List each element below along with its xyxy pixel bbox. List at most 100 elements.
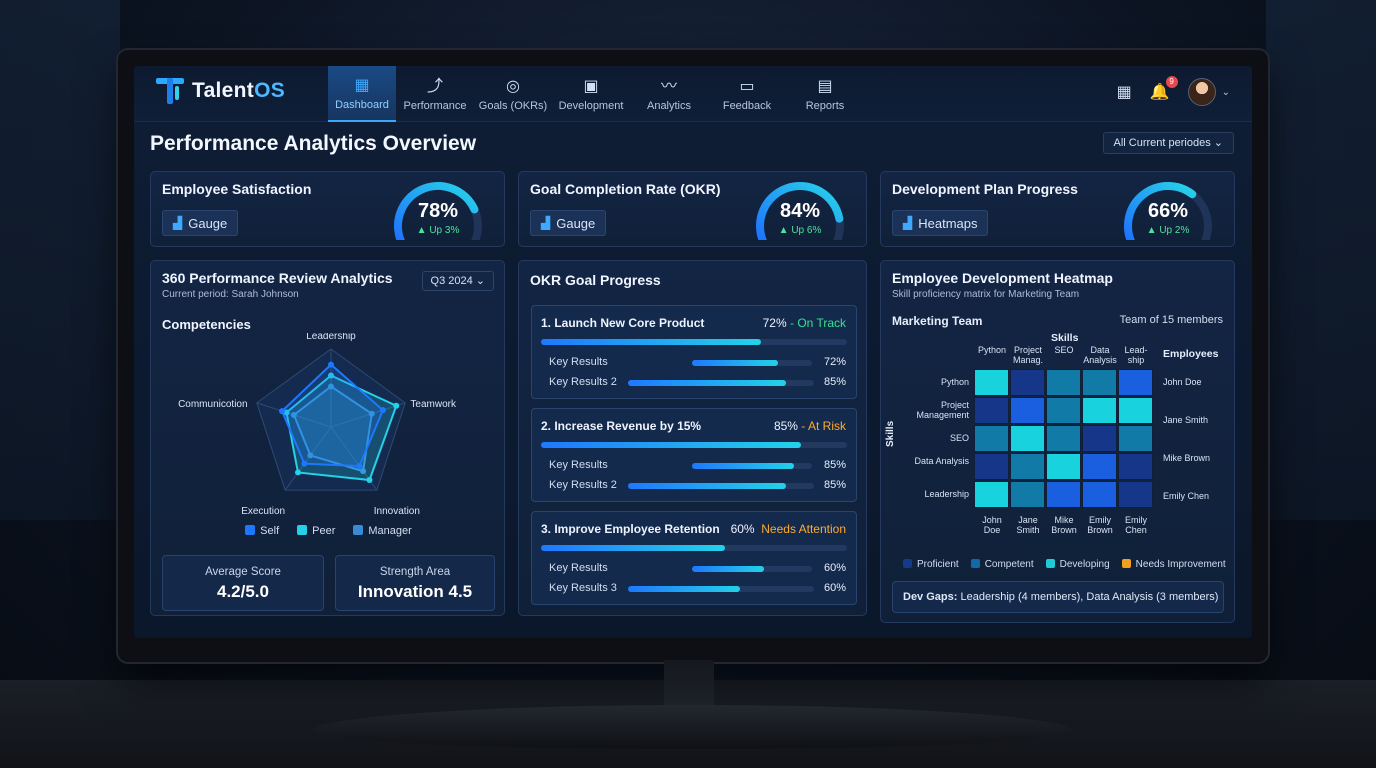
heatmap-cell[interactable] xyxy=(1010,481,1045,508)
heatmap-cell[interactable] xyxy=(974,453,1009,480)
chevron-down-icon[interactable]: ⌄ xyxy=(1221,86,1230,98)
heatmap-cell[interactable] xyxy=(1118,481,1153,508)
legend-label: Peer xyxy=(312,525,336,537)
heatmap-cell[interactable] xyxy=(1118,453,1153,480)
okr-panel: OKR Goal Progress 1. Launch New Core Pro… xyxy=(518,260,867,616)
heatmap-cell[interactable] xyxy=(1118,397,1153,424)
key-result-label: Key Results xyxy=(549,356,608,368)
team-name: Marketing Team xyxy=(892,314,983,328)
target-icon: ◎ xyxy=(506,78,520,95)
tab-label: Feedback xyxy=(722,100,772,112)
progress-fill xyxy=(692,463,794,469)
radar-point xyxy=(328,383,334,390)
heatmap-cell[interactable] xyxy=(974,425,1009,452)
kpi-delta: ▲ Up 3% xyxy=(416,225,460,236)
key-result-value: 60% xyxy=(823,582,846,594)
tab-goals-okrs[interactable]: ◎ Goals (OKRs) xyxy=(474,66,552,122)
heatmap-cell[interactable] xyxy=(1082,453,1117,480)
bar-chart-icon: ▟ xyxy=(903,216,913,230)
chat-bubble-icon: ▭ xyxy=(739,78,755,95)
heatmap-cell[interactable] xyxy=(974,397,1009,424)
calendar-icon[interactable]: ▦ xyxy=(1116,84,1132,101)
legend-label: Self xyxy=(260,525,280,537)
kpi-value: 66% xyxy=(1147,200,1189,222)
heatmap-cell[interactable] xyxy=(974,369,1009,396)
legend-swatch xyxy=(1045,559,1055,568)
okr-goal-progress-bar xyxy=(541,545,847,551)
tab-feedback[interactable]: ▭ Feedback xyxy=(708,66,786,122)
kpi-type-pill[interactable]: ▟ Gauge xyxy=(530,210,607,236)
legend-label: Needs Improvement xyxy=(1135,559,1226,570)
heatmap-cell[interactable] xyxy=(1046,481,1081,508)
heatmap-cell[interactable] xyxy=(1046,397,1081,424)
okr-goal-progress-bar xyxy=(541,442,847,448)
review-panel: 360 Performance Review Analytics Current… xyxy=(150,260,505,616)
notification-bell-icon[interactable]: 🔔 9 xyxy=(1150,76,1178,102)
heatmap-cell[interactable] xyxy=(1010,453,1045,480)
progress-fill xyxy=(692,360,779,366)
okr-goal-card[interactable]: 2. Increase Revenue by 15% 85% - At Risk K… xyxy=(531,408,857,502)
radar-point xyxy=(393,402,400,409)
radar-spoke xyxy=(284,426,332,491)
tab-reports[interactable]: ▤ Reports xyxy=(786,66,864,122)
heatmap-cell[interactable] xyxy=(1082,481,1117,508)
kpi-type-pill[interactable]: ▟ Heatmaps xyxy=(892,210,989,236)
legend-label: Developing xyxy=(1059,559,1110,570)
tab-development[interactable]: ▣ Development xyxy=(552,66,630,122)
heatmap-cell[interactable] xyxy=(1046,369,1081,396)
top-nav: TalentOS ▦ Dashboard ⤴ Performance ◎ Goals (O… xyxy=(134,66,1252,122)
key-result-value: 85% xyxy=(823,376,846,388)
period-select[interactable]: All Current periodes ⌄ xyxy=(1102,132,1234,154)
tab-analytics[interactable]: 〰 Analytics xyxy=(630,66,708,122)
tab-performance[interactable]: ⤴ Performance xyxy=(396,66,474,122)
legend-item: Self xyxy=(245,525,279,537)
heatmap-cell[interactable] xyxy=(1118,369,1153,396)
heatmap-cell[interactable] xyxy=(1082,425,1117,452)
strength-area-box: Strength Area Innovation 4.5 xyxy=(335,555,495,611)
heatmap-cell[interactable] xyxy=(1010,425,1045,452)
key-result-bar xyxy=(692,360,812,366)
heatmap-cell[interactable] xyxy=(1046,453,1081,480)
briefcase-icon: ▣ xyxy=(583,78,599,95)
review-period-dropdown[interactable]: Q3 2024 ⌄ xyxy=(421,271,494,291)
radar-point xyxy=(360,468,367,475)
user-avatar[interactable] xyxy=(1187,78,1216,106)
performance-chart-icon: ⤴ xyxy=(426,78,443,95)
strength-area-label: Strength Area xyxy=(379,566,451,578)
employee-label: Mike Brown xyxy=(1163,453,1211,463)
notification-count-badge: 9 xyxy=(1165,76,1178,88)
heatmap-employee-column-label: John Doe xyxy=(982,515,1002,535)
heatmap-cell[interactable] xyxy=(1010,369,1045,396)
kpi-type-pill[interactable]: ▟ Gauge xyxy=(162,210,239,236)
tab-label: Development xyxy=(558,100,624,112)
key-result-bar xyxy=(628,380,814,386)
heatmap-cell[interactable] xyxy=(1082,369,1117,396)
heatmap-column-label: Python xyxy=(977,345,1007,355)
brand-logo[interactable]: TalentOS xyxy=(156,76,285,106)
tab-dashboard[interactable]: ▦ Dashboard xyxy=(328,66,396,122)
legend-swatch xyxy=(353,525,364,535)
heatmap-cell[interactable] xyxy=(1046,425,1081,452)
okr-goal-card[interactable]: 1. Launch New Core Product 72% - On Track… xyxy=(531,305,857,399)
okr-goal-card[interactable]: 3. Improve Employee Retention 60% Needs A… xyxy=(531,511,857,605)
average-score-label: Average Score xyxy=(205,566,281,578)
heatmap-row-label: Project Management xyxy=(916,400,969,420)
heatmap-cell[interactable] xyxy=(1010,397,1045,424)
heatmap-cell[interactable] xyxy=(974,481,1009,508)
key-result-bar xyxy=(628,586,814,592)
radar-axis-label: Leadership xyxy=(306,333,356,342)
radar-point xyxy=(301,460,308,467)
radar-point xyxy=(290,411,297,418)
heatmap-cell[interactable] xyxy=(1118,425,1153,452)
tab-label: Goals (OKRs) xyxy=(478,100,548,112)
radar-axis-label: Execution xyxy=(241,506,285,517)
radar-series-self xyxy=(280,363,385,468)
monitor-stand-base xyxy=(312,705,1072,749)
legend-label: Proficient xyxy=(917,559,959,570)
legend-swatch xyxy=(970,559,980,568)
okr-goal-status: 60% Needs Attention xyxy=(731,522,846,536)
kpi-card-development-progress: Development Plan Progress ▟ Heatmaps 66% ▲ U… xyxy=(880,171,1235,247)
tab-label: Analytics xyxy=(646,100,692,112)
heatmap-cell[interactable] xyxy=(1082,397,1117,424)
target-icon: ▟ xyxy=(541,216,551,230)
